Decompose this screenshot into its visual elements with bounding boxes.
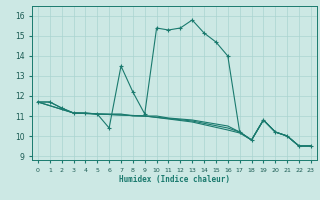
X-axis label: Humidex (Indice chaleur): Humidex (Indice chaleur): [119, 175, 230, 184]
